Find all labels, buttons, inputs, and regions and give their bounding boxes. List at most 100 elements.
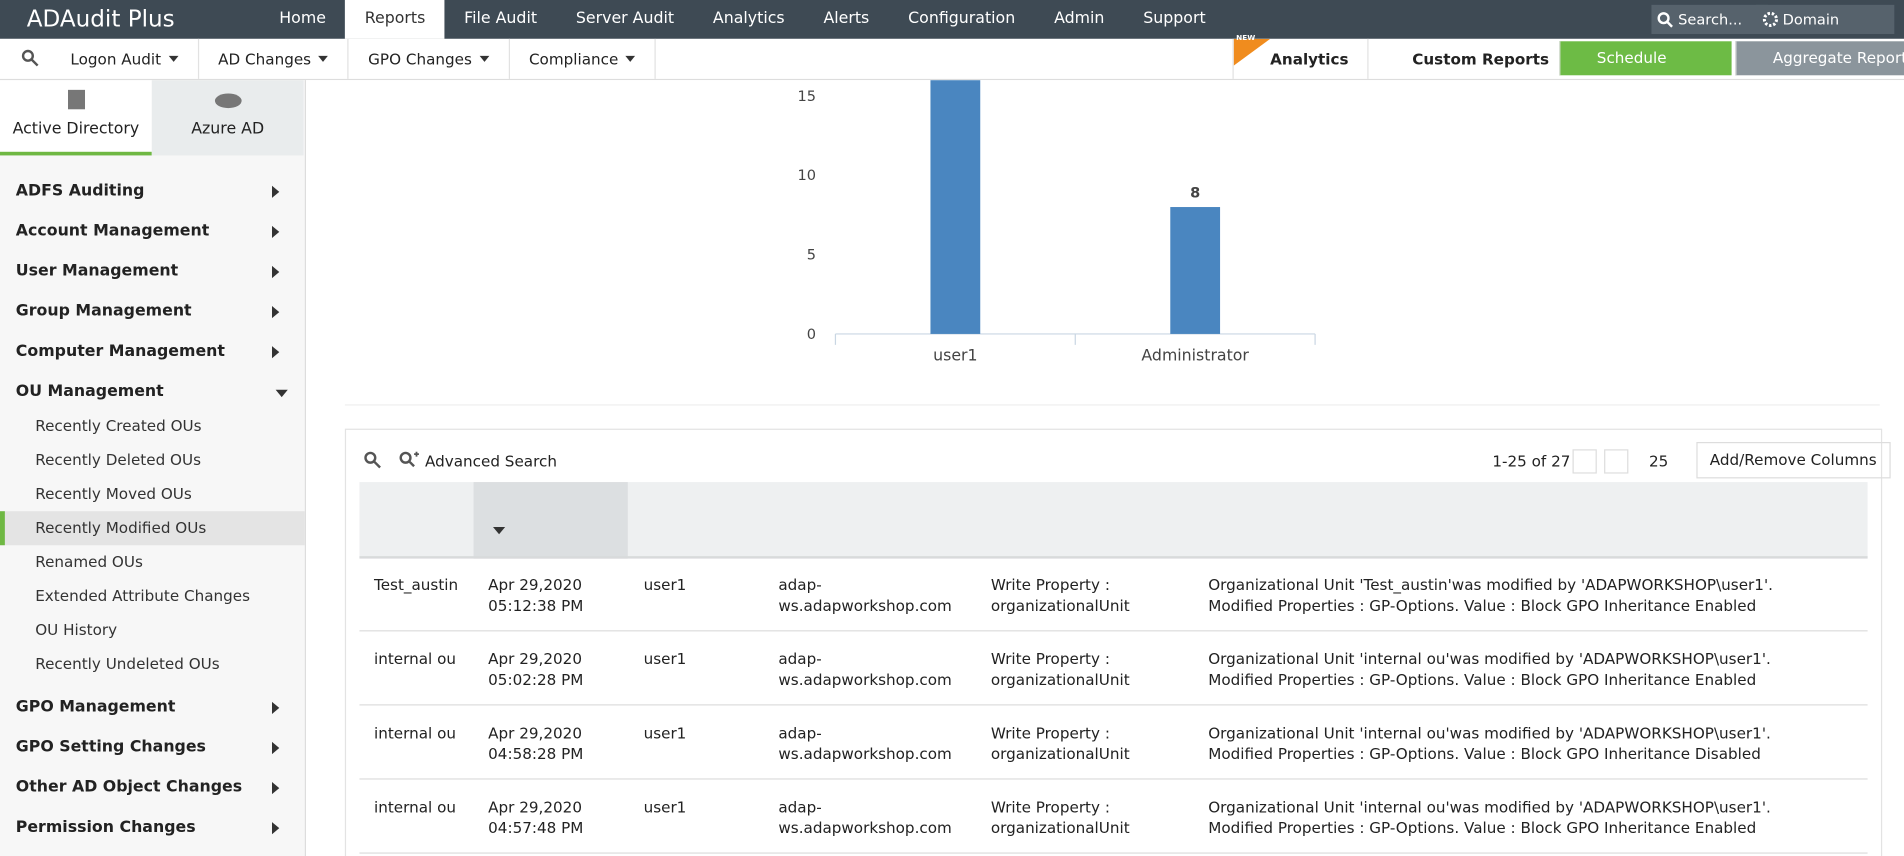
table-cell: Apr 29,2020 05:02:28 PM [488,649,584,689]
row-divider [359,778,1868,780]
menu-item[interactable]: User Management [0,251,305,291]
menu-item[interactable]: Computer Management [0,332,305,372]
submenu-item[interactable]: Recently Undeleted OUs [35,654,220,673]
advanced-search[interactable]: Advanced Search [425,451,557,470]
sub-nav-item[interactable]: AD Changes [199,38,349,79]
bar [1170,207,1221,334]
analytics-button[interactable]: NEW Analytics [1232,34,1368,79]
table-cell: Write Property : organizationalUnit [990,723,1130,763]
sorted-column [473,482,628,559]
advanced-search-icon [399,451,419,468]
submenu-item[interactable]: Recently Created OUs [35,416,202,435]
tab-label: Active Directory [12,120,140,139]
menu-item[interactable]: ADFS Auditing [0,171,305,211]
top-bar: ADAudit Plus Home Reports File Audit Server… [0,0,1904,57]
x-tick-label: Administrator [1141,346,1249,365]
sub-nav-item[interactable]: GPO Changes [349,38,510,79]
search-box[interactable]: Search... [1651,4,1769,35]
table-cell: Apr 29,2020 04:57:48 PM [488,797,584,837]
sub-nav-item[interactable]: Compliance [510,38,656,79]
submenu-item[interactable]: Renamed OUs [35,552,143,571]
content: 0 5 10 15 user1 Administrator 8 [306,80,1904,856]
row-divider [359,852,1868,854]
row-divider [359,630,1868,632]
submenu-item[interactable]: Recently Modified OUs [0,511,305,546]
table-cell: adap-ws.adapworkshop.com [778,797,952,837]
nav-item[interactable]: Analytics [712,9,785,28]
y-tick-label: 0 [807,326,816,343]
search-icon [1657,12,1673,28]
submenu-item[interactable]: Recently Deleted OUs [35,450,202,469]
table-cell: Write Property : organizationalUnit [990,649,1130,689]
table-cell: adap-ws.adapworkshop.com [778,575,952,615]
y-tick-label: 10 [797,167,816,184]
next-page[interactable] [1572,449,1597,474]
y-tick-label: 5 [807,246,816,263]
logo: ADAudit Plus [26,6,175,33]
sort-arrow [493,527,506,540]
table-cell: internal ou [374,723,456,742]
new-badge: NEW [1236,34,1256,43]
sidebar: Active Directory Azure AD ADFS Auditing A… [0,80,307,856]
table-cell: user1 [643,797,687,817]
tab-icon [68,89,86,110]
submenu-item[interactable]: Extended Attribute Changes [35,586,251,605]
row-divider [359,704,1868,706]
table-cell: internal ou [374,797,456,817]
menu-item[interactable]: Other AD Object Changes [0,767,305,807]
tab-icon [214,93,242,109]
aggregate-reports-button[interactable]: Aggregate Reports [1735,41,1904,76]
nav-item[interactable]: Alerts [823,9,870,28]
nav-item[interactable]: Home [279,9,326,28]
nav-item[interactable]: Reports [345,0,445,39]
custom-reports-button[interactable]: Custom Reports [1367,38,1565,79]
analytics-label: Analytics [1270,49,1349,69]
plot [930,80,1221,334]
aggregate-reports-label: Aggregate Reports [1772,48,1904,67]
menu-item[interactable]: Account Management [0,211,305,251]
columns-button[interactable]: Add/Remove Columns [1696,442,1891,479]
last-page[interactable] [1604,449,1629,474]
table-cell: internal ou [374,649,456,668]
page-size[interactable]: 25 [1649,451,1669,470]
sub-nav-item[interactable]: Logon Audit [51,38,199,79]
domain-settings[interactable]: Domain Settings [1755,4,1895,57]
table-cell: Test_austin [374,575,459,594]
y-tick-label: 15 [797,88,816,105]
table-cell: Organizational Unit 'internal ou'was mod… [1208,797,1771,837]
nav-item[interactable]: Support [1143,9,1206,28]
menu-item[interactable]: GPO Setting Changes [0,727,305,767]
table-cell: Organizational Unit 'internal ou'was mod… [1208,649,1771,689]
menu-item[interactable]: Permission Changes [0,808,305,848]
sub-nav: Logon Audit AD Changes GPO Changes Complian… [51,38,656,79]
table-cell: adap-ws.adapworkshop.com [778,649,952,689]
x-tick-label: user1 [933,346,977,365]
submenu-item[interactable]: Recently Moved OUs [35,484,192,503]
table-cell: user1 [643,575,687,594]
tab-label: Azure AD [191,120,265,139]
menu-item[interactable]: GPO Management [0,687,305,727]
new-badge-shape [1233,38,1271,66]
menu-item[interactable]: Group Management [0,291,305,331]
table-cell: user1 [643,649,687,668]
bar [930,80,981,334]
nav-item[interactable]: Admin [1054,9,1105,28]
nav-item[interactable]: File Audit [464,9,538,28]
table-cell: Write Property : organizationalUnit [990,575,1130,615]
gear-icon [1762,11,1779,28]
table-cell: Apr 29,2020 04:58:28 PM [488,723,584,763]
submenu-item[interactable]: OU History [35,620,118,639]
search-icon[interactable] [21,49,40,68]
nav-item[interactable]: Configuration [908,9,1016,28]
table-cell: Apr 29,2020 05:12:38 PM [488,575,584,615]
tab-active-directory[interactable]: Active Directory [0,80,152,156]
table-search-icon[interactable] [363,451,382,470]
menu-item[interactable]: OU Management [0,372,305,412]
tab-azure-ad[interactable]: Azure AD [151,80,304,156]
table-cell: user1 [643,723,687,742]
custom-reports-label: Custom Reports [1412,49,1550,69]
schedule-reports-button[interactable]: Schedule Reports [1559,41,1732,101]
nav-item[interactable]: Server Audit [575,9,675,28]
